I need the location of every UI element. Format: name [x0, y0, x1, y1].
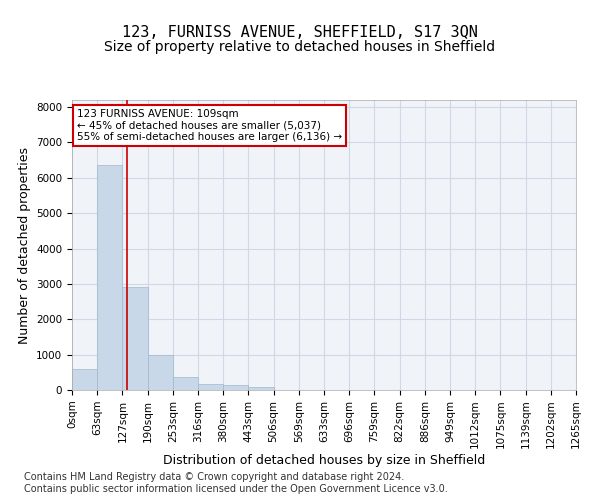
- Text: 123, FURNISS AVENUE, SHEFFIELD, S17 3QN: 123, FURNISS AVENUE, SHEFFIELD, S17 3QN: [122, 25, 478, 40]
- Text: Contains HM Land Registry data © Crown copyright and database right 2024.
Contai: Contains HM Land Registry data © Crown c…: [24, 472, 448, 494]
- Bar: [198, 384, 223, 390]
- Bar: [148, 354, 173, 390]
- Bar: [122, 286, 148, 390]
- Bar: [97, 166, 122, 390]
- Bar: [248, 387, 274, 390]
- Text: 123 FURNISS AVENUE: 109sqm
← 45% of detached houses are smaller (5,037)
55% of s: 123 FURNISS AVENUE: 109sqm ← 45% of deta…: [77, 108, 342, 142]
- Bar: [223, 386, 248, 390]
- Bar: [173, 376, 198, 390]
- Y-axis label: Number of detached properties: Number of detached properties: [17, 146, 31, 344]
- X-axis label: Distribution of detached houses by size in Sheffield: Distribution of detached houses by size …: [163, 454, 485, 467]
- Bar: [72, 369, 97, 390]
- Text: Size of property relative to detached houses in Sheffield: Size of property relative to detached ho…: [104, 40, 496, 54]
